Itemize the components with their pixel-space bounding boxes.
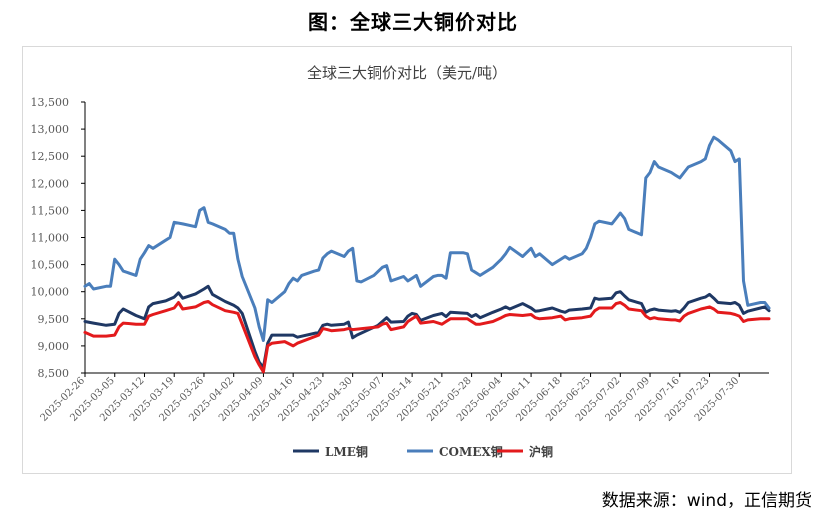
chart-frame: 全球三大铜价对比（美元/吨） 8,500 9,000 9,500 10,000 10,5… [22, 46, 792, 474]
y-tick-label: 12,000 [31, 177, 70, 190]
series-line-3 [83, 300, 771, 374]
y-tick-label: 12,500 [31, 150, 70, 163]
source-note: 数据来源：wind，正信期货 [601, 491, 812, 511]
y-tick-label: 10,500 [31, 259, 70, 272]
figure-title: 图：全球三大铜价对比 [308, 10, 518, 34]
y-tick-label: 9,500 [38, 313, 70, 326]
y-tick-label: 13,500 [31, 96, 70, 109]
series-line-2 [83, 135, 771, 342]
legend-label-2: COMEX铜 [439, 444, 503, 459]
x-axis: 2025-02-262025-03-052025-03-122025-03-19… [39, 372, 769, 424]
y-tick-label: 13,000 [31, 123, 70, 136]
y-axis: 8,500 9,000 9,500 10,000 10,500 11,000 11,500 1… [31, 96, 86, 380]
legend: LME铜 COMEX铜 沪铜 [293, 444, 553, 459]
copper-price-line-chart: 全球三大铜价对比（美元/吨） 8,500 9,000 9,500 10,000 10,5… [31, 64, 771, 459]
y-tick-label: 8,500 [38, 367, 70, 380]
series-lines [83, 135, 771, 374]
y-tick-label: 9,000 [38, 340, 70, 353]
y-tick-label: 10,000 [31, 286, 70, 299]
y-tick-label: 11,000 [31, 232, 70, 245]
series-line-1 [83, 284, 771, 370]
y-tick-label: 11,500 [31, 204, 70, 217]
chart-title: 全球三大铜价对比（美元/吨） [307, 64, 507, 82]
legend-label-3: 沪铜 [529, 444, 553, 459]
legend-label-1: LME铜 [325, 444, 368, 459]
